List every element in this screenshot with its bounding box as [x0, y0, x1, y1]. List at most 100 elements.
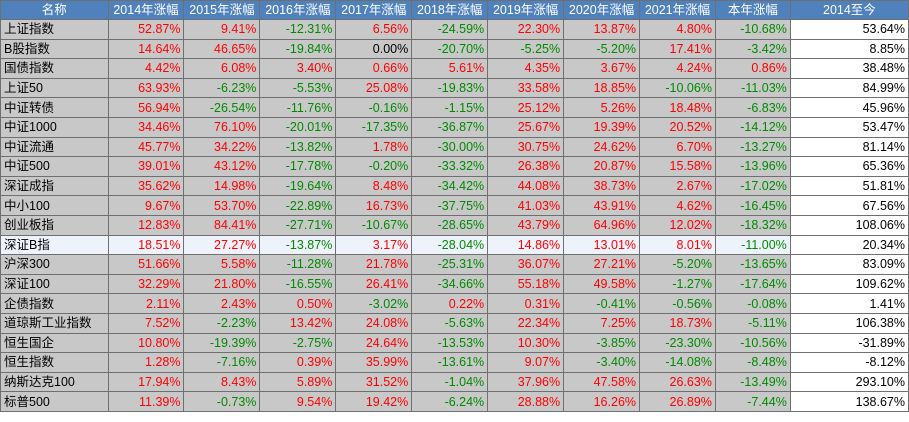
table-row[interactable]: 深证成指 35.62% 14.98% -19.64% 8.48% -34.42% 44.08… — [0, 175, 909, 197]
return-cell[interactable]: 9.07% — [487, 352, 565, 373]
return-cell[interactable]: 10.30% — [487, 332, 565, 354]
return-cell[interactable]: 33.58% — [487, 77, 565, 99]
return-cell[interactable]: -5.53% — [259, 77, 337, 99]
return-cell[interactable]: -12.31% — [259, 19, 337, 40]
header-2019[interactable]: 2019年涨幅 — [487, 0, 565, 20]
return-cell[interactable]: 19.39% — [563, 116, 641, 138]
return-cell[interactable]: 20.87% — [563, 156, 641, 177]
index-name-cell[interactable]: B股指数 — [0, 38, 109, 60]
return-cell[interactable]: 28.88% — [487, 391, 565, 412]
index-name-cell[interactable]: 深证100 — [0, 273, 109, 295]
return-cell[interactable]: 56.94% — [107, 97, 185, 118]
index-name-cell[interactable]: 上证指数 — [0, 19, 109, 40]
return-cell[interactable]: 25.08% — [335, 77, 413, 99]
return-cell[interactable]: -24.59% — [411, 19, 489, 40]
return-cell[interactable]: 31.52% — [335, 371, 413, 393]
return-cell[interactable]: -34.42% — [411, 175, 489, 197]
return-cell[interactable]: -5.20% — [563, 38, 641, 60]
return-cell[interactable]: 24.64% — [335, 332, 413, 354]
return-cell[interactable]: -0.73% — [183, 391, 261, 412]
return-cell[interactable]: -1.27% — [639, 273, 716, 295]
return-cell[interactable]: 18.48% — [639, 97, 716, 118]
return-cell[interactable]: -19.64% — [259, 175, 337, 197]
return-cell[interactable]: 4.80% — [639, 19, 716, 40]
return-cell[interactable]: 0.22% — [411, 293, 489, 314]
return-cell[interactable]: -25.31% — [411, 254, 489, 275]
return-cell[interactable]: -3.42% — [714, 38, 791, 60]
return-cell[interactable]: 16.26% — [563, 391, 641, 412]
table-row[interactable]: 标普500 11.39% -0.73% 9.54% 19.42% -6.24% 28.88%… — [0, 391, 909, 412]
return-cell[interactable]: -13.61% — [411, 352, 489, 373]
return-cell[interactable]: -1.15% — [411, 97, 489, 118]
return-cell[interactable]: 27.27% — [183, 234, 261, 256]
return-cell[interactable]: 26.89% — [639, 391, 716, 412]
return-cell[interactable]: -13.82% — [259, 136, 337, 158]
return-cell[interactable]: 43.12% — [183, 156, 261, 177]
return-cell[interactable]: 2.43% — [183, 293, 261, 314]
index-name-cell[interactable]: 道琼斯工业指数 — [0, 312, 109, 334]
return-cell[interactable]: -10.67% — [335, 214, 413, 236]
return-cell[interactable]: 14.64% — [107, 38, 185, 60]
return-cell[interactable]: 12.83% — [107, 214, 185, 236]
return-cell[interactable]: 35.99% — [335, 352, 413, 373]
return-cell[interactable]: 0.31% — [487, 293, 565, 314]
return-cell[interactable]: 49.58% — [563, 273, 641, 295]
return-cell[interactable]: 6.56% — [335, 19, 413, 40]
return-cell[interactable]: -7.44% — [714, 391, 791, 412]
cumulative-return-cell[interactable]: -8.12% — [789, 352, 909, 373]
return-cell[interactable]: -26.54% — [183, 97, 261, 118]
return-cell[interactable]: 63.93% — [107, 77, 185, 99]
return-cell[interactable]: 18.73% — [639, 312, 716, 334]
table-row[interactable]: 上证50 63.93% -6.23% -5.53% 25.08% -19.83% 33.58… — [0, 77, 909, 99]
return-cell[interactable]: 15.58% — [639, 156, 716, 177]
return-cell[interactable]: -17.02% — [714, 175, 791, 197]
index-name-cell[interactable]: 上证50 — [0, 77, 109, 99]
table-row[interactable]: 国债指数 4.42% 6.08% 3.40% 0.66% 5.61% 4.35% 3.67% 4… — [0, 58, 909, 79]
return-cell[interactable]: 36.07% — [487, 254, 565, 275]
return-cell[interactable]: 6.70% — [639, 136, 716, 158]
return-cell[interactable]: -28.04% — [411, 234, 489, 256]
return-cell[interactable]: 27.21% — [563, 254, 641, 275]
return-cell[interactable]: -2.23% — [183, 312, 261, 334]
cumulative-return-cell[interactable]: 51.81% — [789, 175, 909, 197]
return-cell[interactable]: 53.70% — [183, 195, 261, 216]
return-cell[interactable]: 21.78% — [335, 254, 413, 275]
index-name-cell[interactable]: 国债指数 — [0, 58, 109, 79]
header-2014[interactable]: 2014年涨幅 — [107, 0, 185, 20]
return-cell[interactable]: -19.84% — [259, 38, 337, 60]
index-name-cell[interactable]: 企债指数 — [0, 293, 109, 314]
return-cell[interactable]: -17.64% — [714, 273, 791, 295]
return-cell[interactable]: 18.51% — [107, 234, 185, 256]
return-cell[interactable]: -17.35% — [335, 116, 413, 138]
index-name-cell[interactable]: 标普500 — [0, 391, 109, 412]
header-2020[interactable]: 2020年涨幅 — [563, 0, 641, 20]
return-cell[interactable]: -30.00% — [411, 136, 489, 158]
return-cell[interactable]: 30.75% — [487, 136, 565, 158]
return-cell[interactable]: -10.06% — [639, 77, 716, 99]
cumulative-return-cell[interactable]: 84.99% — [789, 77, 909, 99]
header-2016[interactable]: 2016年涨幅 — [259, 0, 337, 20]
return-cell[interactable]: 64.96% — [563, 214, 641, 236]
return-cell[interactable]: -23.30% — [639, 332, 716, 354]
return-cell[interactable]: 8.01% — [639, 234, 716, 256]
index-name-cell[interactable]: 沪深300 — [0, 254, 109, 275]
return-cell[interactable]: 24.08% — [335, 312, 413, 334]
return-cell[interactable]: -6.83% — [714, 97, 791, 118]
return-cell[interactable]: -14.08% — [639, 352, 716, 373]
return-cell[interactable]: -16.45% — [714, 195, 791, 216]
return-cell[interactable]: 21.80% — [183, 273, 261, 295]
cumulative-return-cell[interactable]: 67.56% — [789, 195, 909, 216]
return-cell[interactable]: 7.52% — [107, 312, 185, 334]
return-cell[interactable]: -13.27% — [714, 136, 791, 158]
return-cell[interactable]: -11.76% — [259, 97, 337, 118]
return-cell[interactable]: 0.86% — [714, 58, 791, 79]
cumulative-return-cell[interactable]: 293.10% — [789, 371, 909, 393]
return-cell[interactable]: -11.03% — [714, 77, 791, 99]
return-cell[interactable]: 51.66% — [107, 254, 185, 275]
return-cell[interactable]: 3.67% — [563, 58, 641, 79]
return-cell[interactable]: -28.65% — [411, 214, 489, 236]
cumulative-return-cell[interactable]: 1.41% — [789, 293, 909, 314]
return-cell[interactable]: -14.12% — [714, 116, 791, 138]
table-row[interactable]: 沪深300 51.66% 5.58% -11.28% 21.78% -25.31% 36.0… — [0, 254, 909, 275]
return-cell[interactable]: 32.29% — [107, 273, 185, 295]
